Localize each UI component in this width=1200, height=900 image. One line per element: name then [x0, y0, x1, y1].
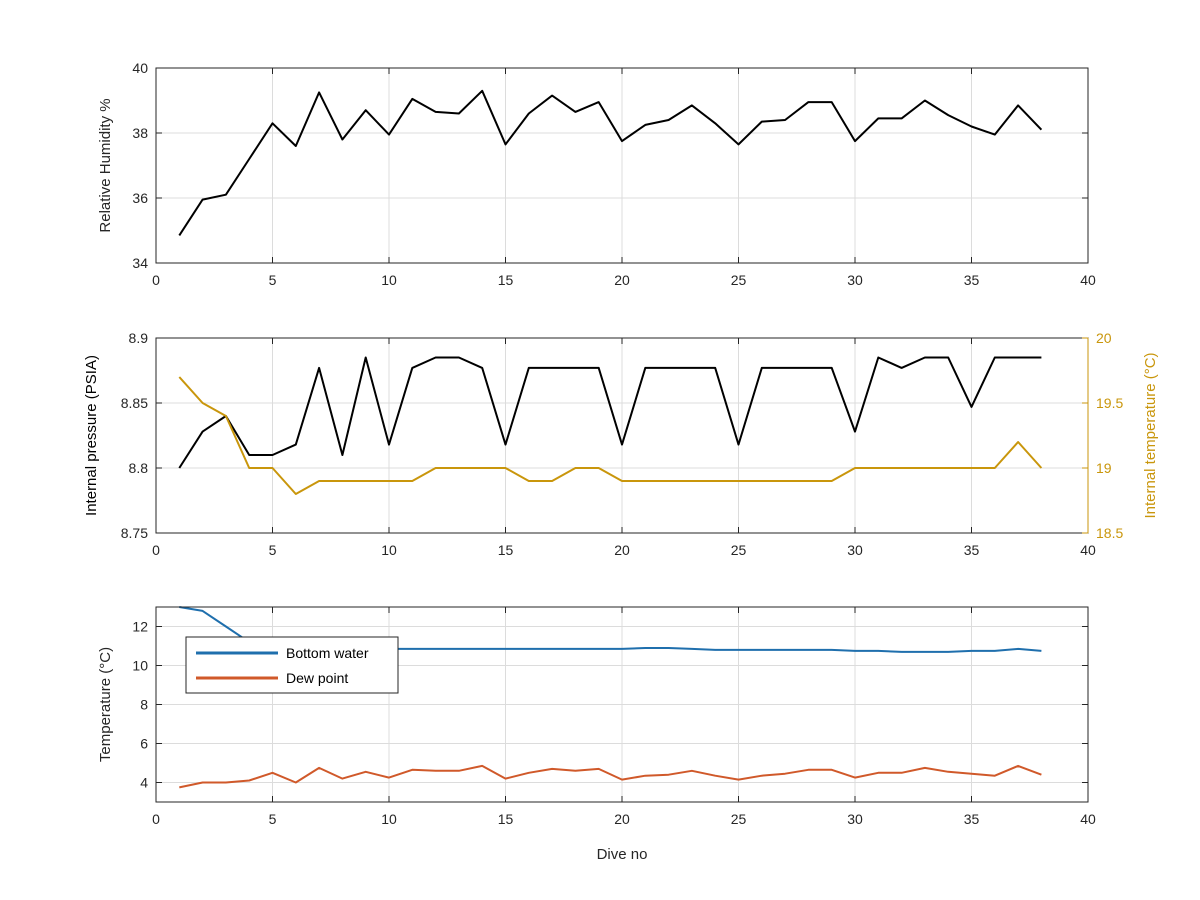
x-tick-label: 0 — [152, 542, 160, 558]
y-tick-label: 36 — [132, 190, 148, 206]
y-tick-label: 8.9 — [129, 330, 149, 346]
x-tick-label: 40 — [1080, 272, 1096, 288]
x-tick-label: 20 — [614, 542, 630, 558]
y-tick-label: 8.8 — [129, 460, 149, 476]
y-axis-label: Relative Humidity % — [97, 98, 114, 232]
x-tick-label: 30 — [847, 272, 863, 288]
y-axis-label: Temperature (°C) — [97, 647, 114, 762]
x-tick-label: 40 — [1080, 811, 1096, 827]
x-tick-label: 40 — [1080, 542, 1096, 558]
y-tick-label: 8 — [140, 697, 148, 713]
series-line-dew-point — [179, 764, 1042, 789]
x-tick-label: 5 — [269, 272, 277, 288]
legend-label: Dew point — [286, 670, 348, 686]
legend-box — [185, 636, 399, 694]
x-tick-label: 10 — [381, 272, 397, 288]
x-tick-label: 30 — [847, 542, 863, 558]
y-right-tick-label: 19.5 — [1096, 395, 1123, 411]
x-axis-label: Dive no — [597, 846, 648, 863]
x-tick-label: 25 — [731, 272, 747, 288]
legend: Bottom water Dew point — [185, 636, 399, 694]
y-right-tick-label: 19 — [1096, 460, 1112, 476]
x-tick-label: 10 — [381, 542, 397, 558]
x-tick-label: 0 — [152, 811, 160, 827]
y-tick-label: 40 — [132, 60, 148, 76]
y-right-tick-label: 18.5 — [1096, 525, 1123, 541]
x-tick-label: 25 — [731, 811, 747, 827]
x-tick-label: 10 — [381, 811, 397, 827]
y-tick-label: 4 — [140, 775, 148, 791]
x-tick-label: 35 — [964, 542, 980, 558]
x-tick-label: 35 — [964, 811, 980, 827]
y-tick-label: 34 — [132, 255, 148, 271]
y-tick-label: 8.85 — [121, 395, 148, 411]
y-right-tick-label: 20 — [1096, 330, 1112, 346]
y-axis-label: Internal pressure (PSIA) — [83, 355, 100, 516]
panel-1: 0 5 10 15 20 25 30 35 40 34 36 38 40 Relative Humidit… — [97, 60, 1096, 288]
x-tick-label: 15 — [498, 272, 514, 288]
x-tick-label: 20 — [614, 811, 630, 827]
series-line-2 — [178, 376, 1043, 495]
y-tick-label: 12 — [132, 619, 148, 635]
x-tick-label: 5 — [269, 811, 277, 827]
x-tick-label: 15 — [498, 542, 514, 558]
x-tick-label: 35 — [964, 272, 980, 288]
legend-label: Bottom water — [286, 645, 369, 661]
x-tick-label: 30 — [847, 811, 863, 827]
x-tick-label: 15 — [498, 811, 514, 827]
x-tick-label: 0 — [152, 272, 160, 288]
series-line-1 — [178, 356, 1042, 469]
series-line-1 — [178, 89, 1043, 236]
y-axis-label-right: Internal temperature (°C) — [1142, 352, 1159, 518]
x-tick-label: 5 — [269, 542, 277, 558]
x-tick-label: 20 — [614, 272, 630, 288]
panel-3: 0 5 10 15 20 25 30 35 40 4 6 8 10 12 Temperature (°C) D… — [97, 606, 1096, 863]
panel-2: 0 5 10 15 20 25 30 35 40 8.75 8.8 8.85 8.9 18.5 19 19.5… — [83, 330, 1159, 558]
y-tick-label: 6 — [140, 736, 148, 752]
y-tick-label: 10 — [132, 658, 148, 674]
y-tick-label: 8.75 — [121, 525, 148, 541]
y-tick-label: 38 — [132, 125, 148, 141]
x-tick-label: 25 — [731, 542, 747, 558]
